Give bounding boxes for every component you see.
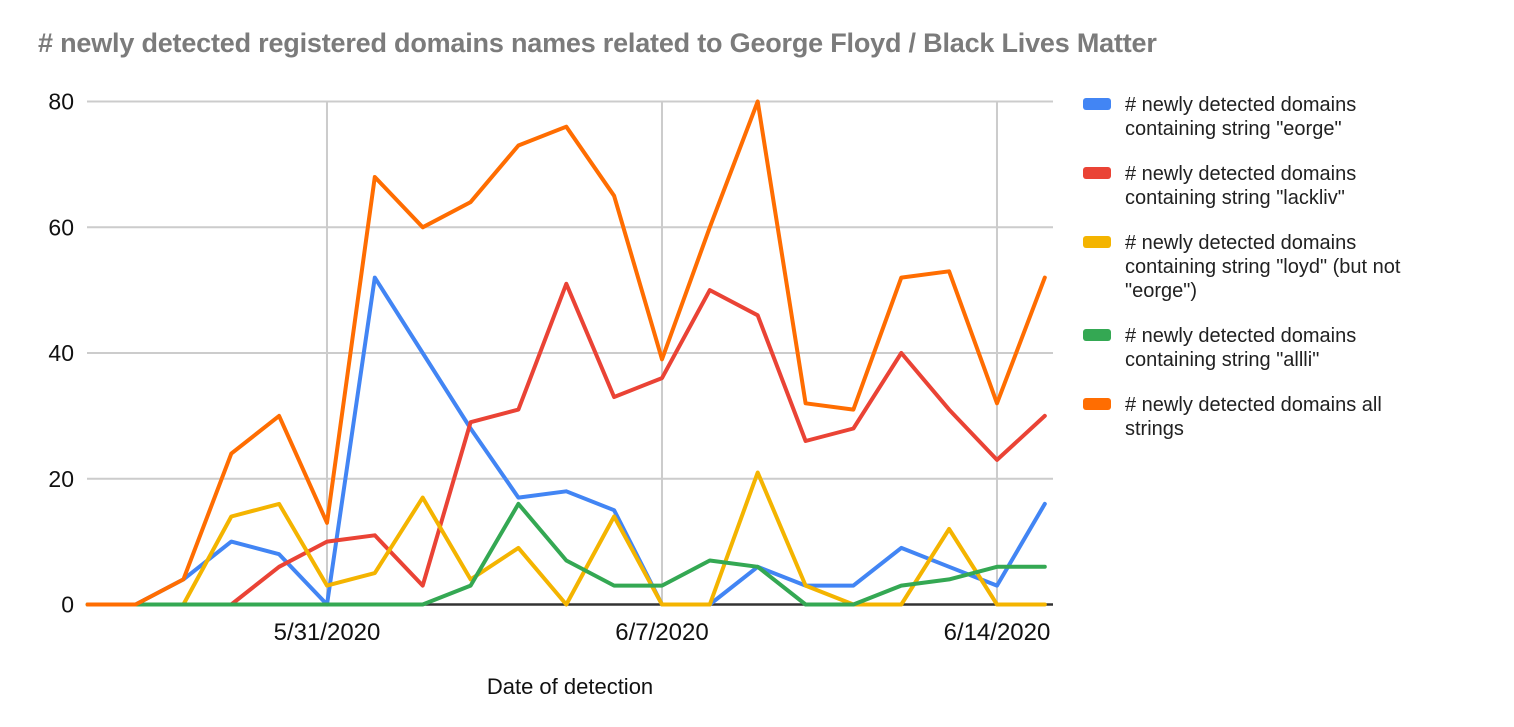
y-tick-label: 0	[61, 592, 74, 618]
y-tick-label: 80	[48, 89, 74, 115]
chart-title: # newly detected registered domains name…	[38, 28, 1157, 58]
series-line-1[interactable]	[85, 281, 1047, 607]
series-line-3[interactable]	[85, 501, 1047, 607]
y-tick-label: 60	[48, 214, 74, 240]
legend-swatch-icon	[1083, 98, 1111, 110]
legend: # newly detected domains containing stri…	[1083, 93, 1443, 441]
legend-swatch-icon	[1083, 398, 1111, 410]
legend-swatch-icon	[1083, 329, 1111, 341]
legend-swatch-icon	[1083, 236, 1111, 248]
x-tick-label: 6/7/2020	[615, 619, 708, 646]
legend-label: # newly detected domains all strings	[1125, 394, 1382, 440]
series-line-4[interactable]	[85, 99, 1047, 607]
legend-label: # newly detected domains containing stri…	[1125, 232, 1401, 302]
series-line-0[interactable]	[85, 275, 1047, 607]
series-line-2[interactable]	[85, 470, 1047, 607]
legend-item-3[interactable]: # newly detected domains containing stri…	[1083, 324, 1443, 372]
legend-item-4[interactable]: # newly detected domains all strings	[1083, 393, 1443, 441]
legend-label: # newly detected domains containing stri…	[1125, 163, 1357, 209]
x-tick-label: 6/14/2020	[944, 619, 1051, 646]
y-tick-label: 40	[48, 340, 74, 366]
legend-item-1[interactable]: # newly detected domains containing stri…	[1083, 162, 1443, 210]
legend-item-2[interactable]: # newly detected domains containing stri…	[1083, 231, 1443, 303]
line-chart-plot-area[interactable]: 0 20 40 60 80 5/31/2020 6/7/2020 6/14/2020	[0, 0, 1070, 660]
legend-item-0[interactable]: # newly detected domains containing stri…	[1083, 93, 1443, 141]
legend-label: # newly detected domains containing stri…	[1125, 325, 1357, 371]
x-axis-label: Date of detection	[486, 674, 654, 699]
x-tick-label: 5/31/2020	[274, 619, 381, 646]
legend-label: # newly detected domains containing stri…	[1125, 94, 1357, 140]
legend-swatch-icon	[1083, 167, 1111, 179]
y-tick-label: 20	[48, 466, 74, 492]
